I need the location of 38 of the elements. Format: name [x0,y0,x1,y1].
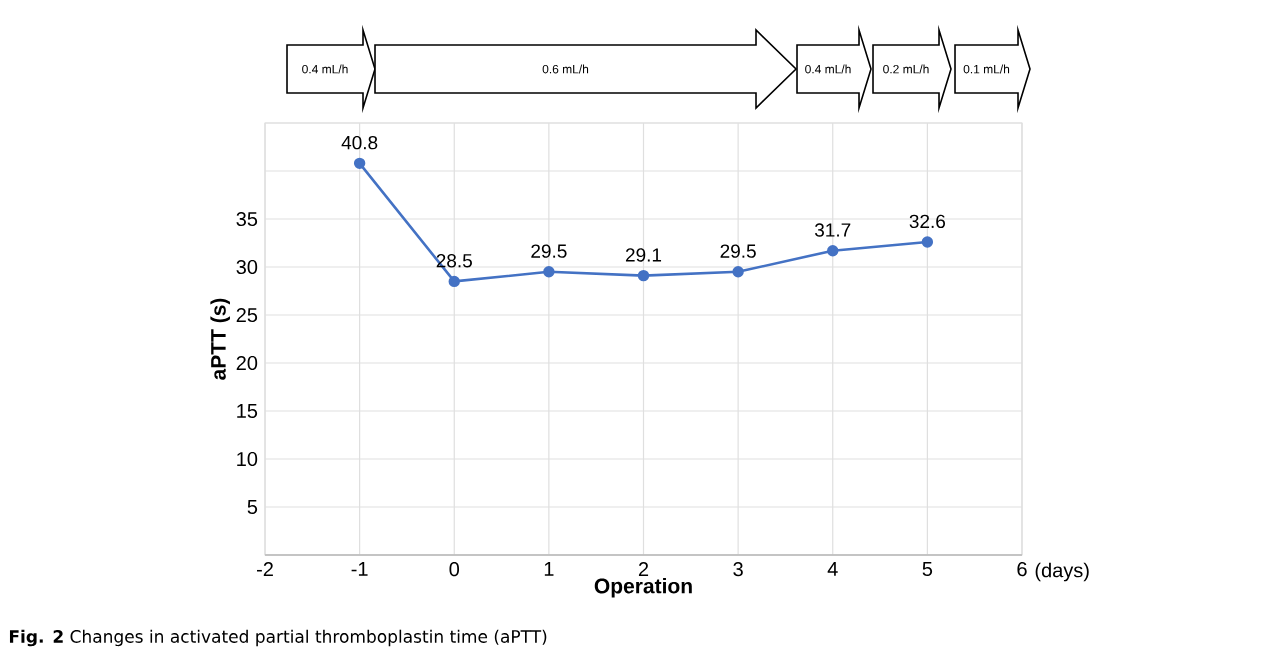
point [732,266,744,278]
point [827,244,839,257]
x-tick-label: 6 [1017,562,1027,577]
point [353,157,366,170]
x-tick-label: 4 [827,562,838,576]
x-axis-title: Operation [594,577,692,598]
y-tick-label: 35 [236,211,258,227]
point [543,266,555,278]
text: 0.2 mL/h [883,64,929,74]
y-tick-label: 10 [237,451,258,467]
text: 0.4 mL/h [302,64,348,74]
x-tick-label: 5 [922,562,933,577]
point [637,269,650,282]
data-label: 29.5 [531,244,567,258]
data-label: 29.5 [720,244,756,258]
x-tick-label: 2 [638,562,649,577]
point [448,275,460,288]
y-axis-title: aPTT (s) [210,298,230,380]
x-tick-label: -1 [351,562,368,576]
point [921,236,934,248]
y-tick-label: 5 [247,500,258,514]
x-tick-label: -2 [256,562,273,577]
data-label: 32.6 [909,214,946,229]
text: 0.4 mL/h [805,64,851,74]
text: (days) [1035,562,1089,582]
data-label: 31.7 [814,223,851,237]
text: 0.6 mL/h [542,64,589,74]
y-tick-label: 30 [236,259,258,275]
data-label: 40.8 [341,135,378,150]
x-tick-label: 3 [733,562,743,577]
y-tick-label: 20 [236,355,258,371]
y-tick-label: 25 [236,307,258,323]
data-label: 29.1 [625,248,662,262]
text: Fig. 2 Changes in activated partial thromboplastin time (aPTT) [9,629,547,647]
x-tick-label: 1 [544,562,554,576]
x-tick-label: 0 [449,562,460,577]
y-tick-label: 15 [237,404,258,418]
text: 0.1 mL/h [963,64,1010,74]
